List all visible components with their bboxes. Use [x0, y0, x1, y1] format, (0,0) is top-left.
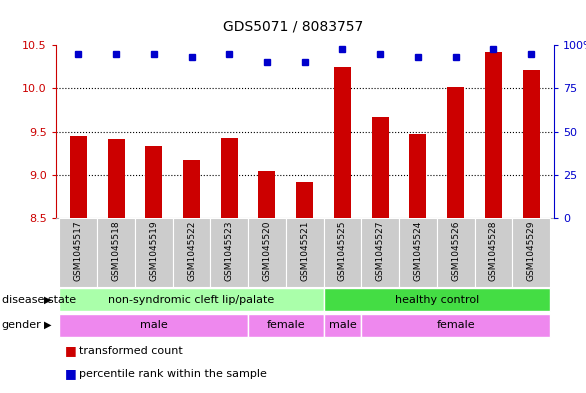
Text: GSM1045526: GSM1045526 [451, 221, 460, 281]
Text: gender: gender [2, 320, 42, 330]
Bar [70, 136, 87, 218]
Text: non-syndromic cleft lip/palate: non-syndromic cleft lip/palate [108, 295, 275, 305]
Bar [297, 182, 313, 218]
Bar [108, 139, 125, 218]
Text: GSM1045522: GSM1045522 [187, 221, 196, 281]
Text: GSM1045527: GSM1045527 [376, 221, 384, 281]
Text: female: female [267, 320, 305, 330]
Bar [59, 288, 323, 311]
Bar [97, 218, 135, 287]
Bar [523, 70, 540, 218]
Bar [145, 146, 162, 218]
Text: GSM1045521: GSM1045521 [300, 221, 309, 281]
Bar [362, 218, 399, 287]
Text: ▶: ▶ [44, 295, 52, 305]
Text: GSM1045528: GSM1045528 [489, 221, 498, 281]
Bar [173, 218, 210, 287]
Bar [372, 117, 389, 218]
Bar [59, 314, 248, 337]
Text: GSM1045523: GSM1045523 [225, 221, 234, 281]
Text: GSM1045520: GSM1045520 [263, 221, 271, 281]
Text: healthy control: healthy control [394, 295, 479, 305]
Bar [437, 218, 475, 287]
Bar [258, 171, 275, 218]
Text: transformed count: transformed count [79, 346, 183, 356]
Bar [323, 288, 550, 311]
Text: male: male [329, 320, 356, 330]
Bar [183, 160, 200, 218]
Bar [334, 67, 351, 218]
Text: GDS5071 / 8083757: GDS5071 / 8083757 [223, 19, 363, 33]
Bar [248, 314, 323, 337]
Text: GSM1045525: GSM1045525 [338, 221, 347, 281]
Bar [485, 52, 502, 218]
Text: male: male [140, 320, 168, 330]
Text: GSM1045519: GSM1045519 [149, 221, 158, 281]
Text: ■: ■ [64, 344, 76, 357]
Bar [399, 218, 437, 287]
Bar [447, 87, 464, 218]
Bar [135, 218, 173, 287]
Text: ■: ■ [64, 367, 76, 380]
Bar [410, 134, 427, 218]
Text: GSM1045524: GSM1045524 [414, 221, 423, 281]
Bar [512, 218, 550, 287]
Bar [286, 218, 323, 287]
Text: female: female [437, 320, 475, 330]
Text: GSM1045529: GSM1045529 [527, 221, 536, 281]
Text: GSM1045517: GSM1045517 [74, 221, 83, 281]
Text: GSM1045518: GSM1045518 [111, 221, 121, 281]
Bar [362, 314, 550, 337]
Bar [475, 218, 512, 287]
Bar [323, 314, 362, 337]
Bar [323, 218, 362, 287]
Bar [210, 218, 248, 287]
Text: disease state: disease state [2, 295, 76, 305]
Text: ▶: ▶ [44, 320, 52, 330]
Bar [59, 218, 97, 287]
Bar [221, 138, 238, 218]
Bar [248, 218, 286, 287]
Text: percentile rank within the sample: percentile rank within the sample [79, 369, 267, 379]
